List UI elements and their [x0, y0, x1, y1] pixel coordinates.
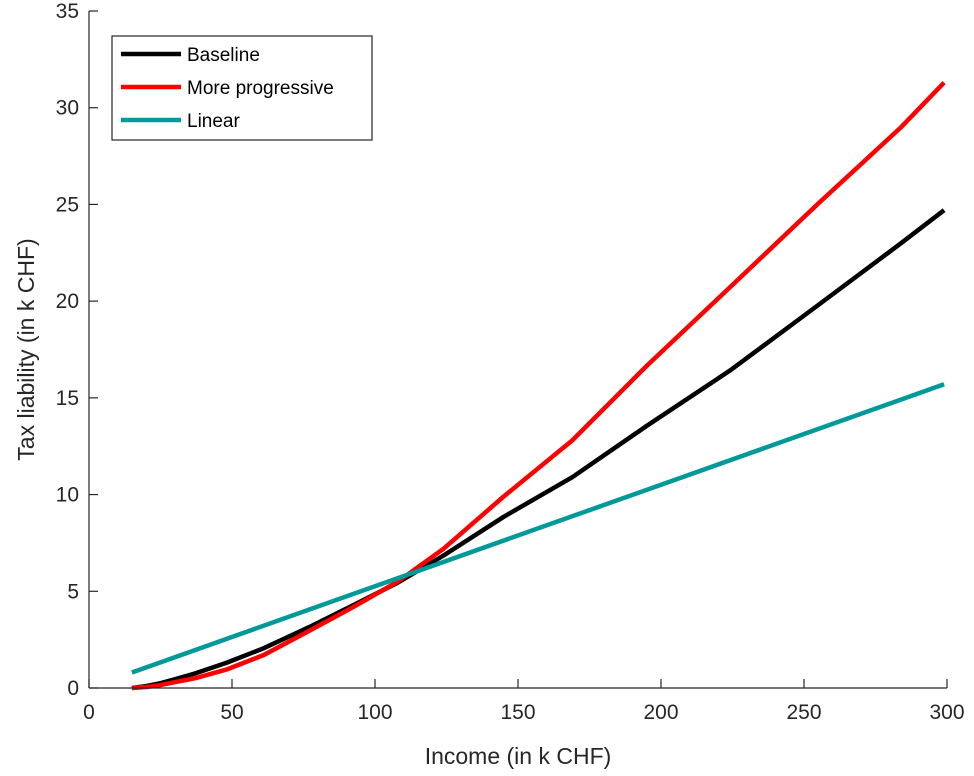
axes-layer: 0 50 100 150 200 250 300 0 5 10 15 20 25 30 35: [56, 0, 965, 724]
legend-entry-label: More progressive: [187, 78, 334, 99]
legend-entry-label: Baseline: [187, 45, 260, 66]
x-tick-label: 200: [643, 701, 678, 724]
y-tick-label: 30: [56, 97, 79, 120]
y-tick-label: 25: [56, 193, 79, 216]
y-tick-label: 0: [67, 677, 79, 700]
x-tick-label: 250: [786, 701, 821, 724]
y-axis-label: Tax liability (in k CHF): [13, 238, 39, 460]
x-tick-label: 50: [220, 701, 243, 724]
x-tick-label: 150: [500, 701, 535, 724]
series-layer: [131, 81, 946, 691]
x-tick-label: 300: [929, 701, 964, 724]
x-tick-label: 100: [357, 701, 392, 724]
y-tick-label: 10: [56, 484, 79, 507]
series-line-2: [131, 81, 946, 691]
legend-entry-label: Linear: [187, 111, 240, 132]
y-tick-label: 15: [56, 387, 79, 410]
x-axis-label: Income (in k CHF): [425, 743, 612, 769]
series-line-3: [131, 382, 945, 675]
y-tick-label: 35: [56, 0, 79, 23]
y-tick-label: 20: [56, 290, 79, 313]
x-tick-label: 0: [83, 701, 95, 724]
legend: Baseline More progressive Linear: [111, 35, 373, 141]
y-tick-label: 5: [67, 580, 79, 603]
